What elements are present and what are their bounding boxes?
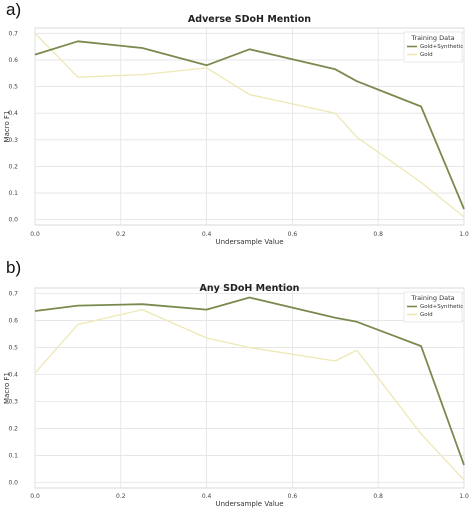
panel-label-b: b) (6, 258, 22, 277)
y-tick-label: 0.5 (8, 344, 18, 351)
x-axis-label: Undersample Value (215, 238, 283, 246)
y-tick-label: 0.3 (8, 137, 18, 144)
series-line-gold-synthetic (34, 296, 465, 466)
chart-title: Any SDoH Mention (200, 283, 300, 294)
chart-title: Adverse SDoH Mention (188, 14, 311, 25)
y-axis-label: Macro F1 (3, 372, 11, 404)
x-tick-label: 0.4 (202, 231, 212, 238)
x-tick-label: 0.0 (30, 493, 40, 500)
y-tick-label: 0.0 (8, 480, 18, 487)
x-tick-label: 1.0 (459, 493, 469, 500)
y-tick-label: 0.0 (8, 217, 18, 224)
y-tick-label: 0.2 (8, 163, 18, 170)
x-axis-label: Undersample Value (215, 500, 283, 508)
y-tick-label: 0.3 (8, 399, 18, 406)
y-tick-label: 0.7 (8, 30, 18, 37)
chart-panel-a: a) 0.0 0.1 0.2 0.3 0.4 0.5 0.6 0.7 0.0 0.2 0.4 0.6 0… (0, 0, 474, 256)
y-tick-label: 0.1 (8, 453, 18, 460)
chart-panel-b: b) 0.0 0.1 0.2 0.3 0.4 0.5 0.6 0.7 0.0 0.2 0.4 0.6 0… (0, 258, 474, 513)
x-tick-label: 0.8 (373, 231, 383, 238)
panel-label-a: a) (6, 0, 22, 19)
plot-area (34, 287, 465, 489)
x-tick-label: 0.6 (288, 493, 298, 500)
x-tick-label: 0.2 (116, 231, 126, 238)
y-tick-label: 0.6 (8, 57, 18, 64)
x-tick-label: 0.4 (202, 493, 212, 500)
series-line-gold (34, 308, 465, 481)
legend-entry: Gold+Synthetic (420, 44, 463, 50)
y-tick-label: 0.4 (8, 371, 18, 378)
y-tick-label: 0.5 (8, 84, 18, 91)
legend-entry: Gold+Synthetic (420, 304, 463, 310)
y-tick-label: 0.6 (8, 317, 18, 324)
series-line-gold (34, 32, 465, 218)
y-tick-label: 0.1 (8, 190, 18, 197)
series-line-gold-synthetic (34, 40, 465, 210)
chart-any-sdoh: 0.0 0.1 0.2 0.3 0.4 0.5 0.6 0.7 0.0 0.2 0.4 0.6 0.8 1… (3, 283, 469, 508)
x-tick-label: 0.2 (116, 493, 126, 500)
plot-area (34, 27, 465, 226)
legend-entry: Gold (420, 52, 433, 58)
legend-title: Training Data (410, 34, 454, 42)
x-tick-label: 0.6 (288, 231, 298, 238)
y-tick-label: 0.2 (8, 426, 18, 433)
x-tick-label: 1.0 (459, 231, 469, 238)
y-tick-label: 0.4 (8, 110, 18, 117)
chart-adverse-sdoh: 0.0 0.1 0.2 0.3 0.4 0.5 0.6 0.7 0.0 0.2 0.4 0.6 0.8 1… (3, 14, 469, 246)
legend-title: Training Data (410, 294, 454, 302)
x-tick-label: 0.0 (30, 231, 40, 238)
y-tick-label: 0.7 (8, 290, 18, 297)
x-tick-label: 0.8 (373, 493, 383, 500)
legend-entry: Gold (420, 312, 433, 318)
y-axis-label: Macro F1 (3, 111, 11, 143)
